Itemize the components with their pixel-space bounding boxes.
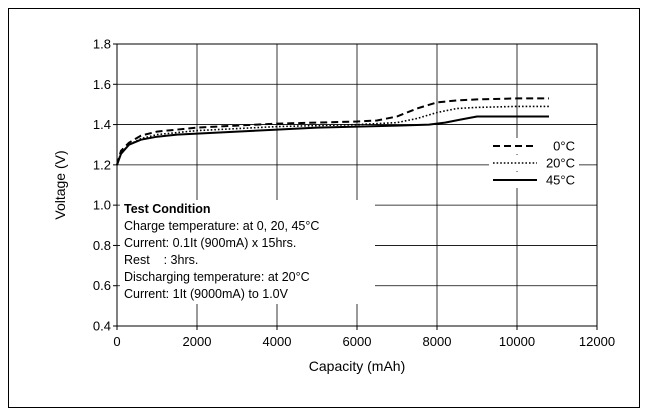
legend-label: 20°C	[546, 156, 575, 171]
ticks: 0 2000 4000 6000 8000 10000 12000 0.4 0.6 0.8 1.0 1…	[93, 37, 615, 350]
annotation-line: Current: 0.1It (900mA) x 15hrs.	[124, 236, 296, 250]
annotation-title: Test Condition	[124, 202, 211, 216]
y-tick-label: 1.2	[93, 157, 111, 172]
y-tick-label: 0.4	[93, 319, 111, 334]
x-tick-label: 8000	[423, 334, 452, 349]
test-condition-annotation: Test Condition Charge temperature: at 0,…	[120, 200, 375, 304]
legend-label: 45°C	[546, 173, 575, 188]
x-tick-label: 2000	[183, 334, 212, 349]
series-layer	[116, 97, 549, 166]
annotation-line: Current: 1It (9000mA) to 1.0V	[124, 287, 289, 301]
y-tick-label: 1.0	[93, 198, 111, 213]
annotation-line: Rest : 3hrs.	[124, 253, 198, 267]
y-tick-label: 0.8	[93, 238, 111, 253]
x-axis-label: Capacity (mAh)	[309, 358, 405, 374]
legend-label: 0°C	[553, 139, 575, 154]
annotation-line: Charge temperature: at 0, 20, 45°C	[124, 219, 319, 233]
x-tick-label: 12000	[579, 334, 615, 349]
x-tick-label: 0	[113, 334, 120, 349]
y-tick-label: 1.6	[93, 77, 111, 92]
x-tick-label: 4000	[263, 334, 292, 349]
legend-item-background	[489, 138, 579, 154]
series-line	[116, 115, 549, 166]
legend: 0°C 20°C 45°C	[489, 138, 579, 188]
y-tick-label: 1.4	[93, 117, 111, 132]
series-line	[116, 105, 549, 166]
y-tick-label: 0.6	[93, 278, 111, 293]
x-tick-label: 10000	[499, 334, 535, 349]
annotation-background	[120, 200, 375, 304]
annotation-line: Discharging temperature: at 20°C	[124, 270, 310, 284]
y-tick-label: 1.8	[93, 37, 111, 52]
x-tick-label: 6000	[343, 334, 372, 349]
y-axis-label: Voltage (V)	[52, 150, 68, 219]
series-line	[116, 97, 549, 166]
